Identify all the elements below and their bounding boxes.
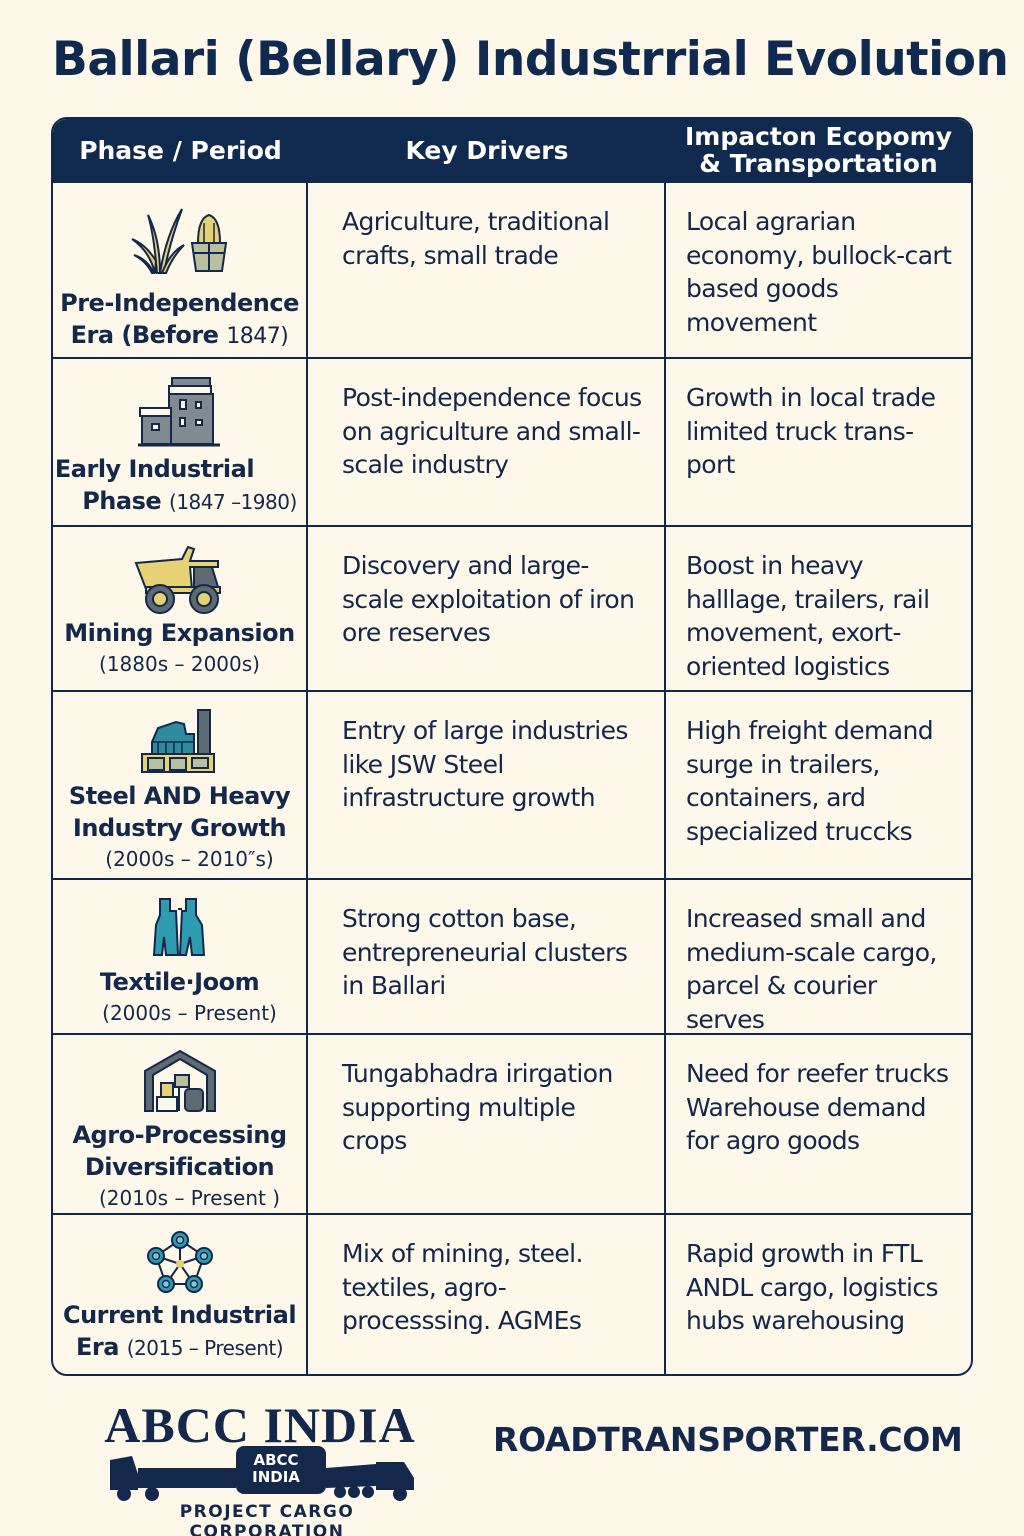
drivers-cell: Entry of large industries like JSW Steel… [308, 692, 666, 878]
abcc-india-logo: ABCC INDIA ABCC INDIA PROJECT CARGO CORP… [100, 1390, 430, 1536]
warehouse-icon [143, 1049, 217, 1113]
building-icon [137, 375, 222, 449]
footer: ABCC INDIA ABCC INDIA PROJECT CARGO CORP… [0, 1380, 1024, 1536]
phase-cell: Current Industrial Era (2015 – Present) [53, 1215, 308, 1374]
website-link[interactable]: ROADTRANSPORTER.COM [493, 1420, 963, 1459]
table-row: Textile·Joom (2000s – Present) Strong co… [53, 880, 971, 1035]
phase-cell: Mining Expansion (1880s – 2000s) [53, 527, 308, 690]
page-title: Ballari (Bellary) Industrrial Evolution [52, 32, 1009, 87]
logo-title: ABCC INDIA [104, 1397, 416, 1453]
garment-icon [152, 896, 208, 960]
header-phase: Phase / Period [79, 135, 282, 165]
phase-cell: Textile·Joom (2000s – Present) [53, 880, 308, 1033]
table-row: Current Industrial Era (2015 – Present) … [53, 1215, 971, 1374]
impact-cell: Increased small and medium-scale cargo, … [686, 904, 937, 1034]
table-row: Early Industrial Phase (1847 –1980) Post… [53, 359, 971, 527]
header-impact: Impacton Ecopomy & Transportation [684, 122, 953, 178]
evolution-table: Phase / Period Key Drivers Impacton Ecop… [51, 117, 973, 1376]
dump-truck-icon [132, 543, 228, 615]
logo-badge: ABCC INDIA [252, 1451, 300, 1486]
factory-icon [140, 708, 220, 774]
phase-cell: Steel AND Heavy Industry Growth (2000s –… [53, 692, 308, 878]
table-row: Pre-Independence Era (Before 1847) Agric… [53, 183, 971, 359]
phase-cell: Early Industrial Phase (1847 –1980) [53, 359, 308, 525]
impact-cell: Local agrarian economy, bullock-cart bas… [686, 207, 952, 337]
impact-cell: Growth in local trade limited truck tran… [686, 383, 936, 479]
drivers-cell: Mix of mining, steel. textiles, agro-pro… [308, 1215, 666, 1374]
crops-basket-icon [130, 201, 230, 279]
impact-cell: High freight demand surge in trailers, c… [686, 716, 934, 846]
logo-subtitle: PROJECT CARGO CORPORATION [179, 1502, 355, 1536]
drivers-cell: Tungabhadra irirgation supporting multip… [308, 1035, 666, 1213]
table-row: Agro-Processing Diversification (2010s –… [53, 1035, 971, 1215]
impact-cell: Rapid growth in FTL ANDL cargo, logistic… [686, 1239, 938, 1335]
impact-cell: Boost in heavy halllage, trailers, rail … [686, 551, 930, 681]
phase-cell: Pre-Independence Era (Before 1847) [53, 183, 308, 357]
header-drivers: Key Drivers [405, 135, 569, 165]
drivers-cell: Post-independence focus on agriculture a… [308, 359, 666, 525]
table-header: Phase / Period Key Drivers Impacton Ecop… [53, 119, 971, 183]
table-row: Mining Expansion (1880s – 2000s) Discove… [53, 527, 971, 692]
drivers-cell: Discovery and large-scale exploitation o… [308, 527, 666, 690]
table-row: Steel AND Heavy Industry Growth (2000s –… [53, 692, 971, 880]
network-icon [144, 1229, 216, 1295]
impact-cell: Need for reefer trucks Warehouse demand … [686, 1059, 949, 1155]
drivers-cell: Agriculture, traditional crafts, small t… [308, 183, 666, 357]
phase-cell: Agro-Processing Diversification (2010s –… [53, 1035, 308, 1213]
drivers-cell: Strong cotton base, entrepreneurial clus… [308, 880, 666, 1033]
trailer-truck-icon [110, 1446, 414, 1501]
